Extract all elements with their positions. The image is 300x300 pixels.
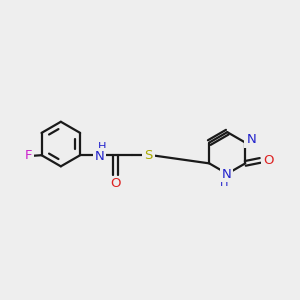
Text: N: N bbox=[246, 133, 256, 146]
Text: H: H bbox=[220, 178, 229, 188]
Text: O: O bbox=[263, 154, 274, 167]
Text: F: F bbox=[25, 149, 32, 162]
Text: N: N bbox=[221, 168, 231, 181]
Text: H: H bbox=[98, 142, 107, 152]
Text: S: S bbox=[144, 149, 153, 162]
Text: O: O bbox=[111, 178, 121, 190]
Text: N: N bbox=[94, 150, 104, 163]
